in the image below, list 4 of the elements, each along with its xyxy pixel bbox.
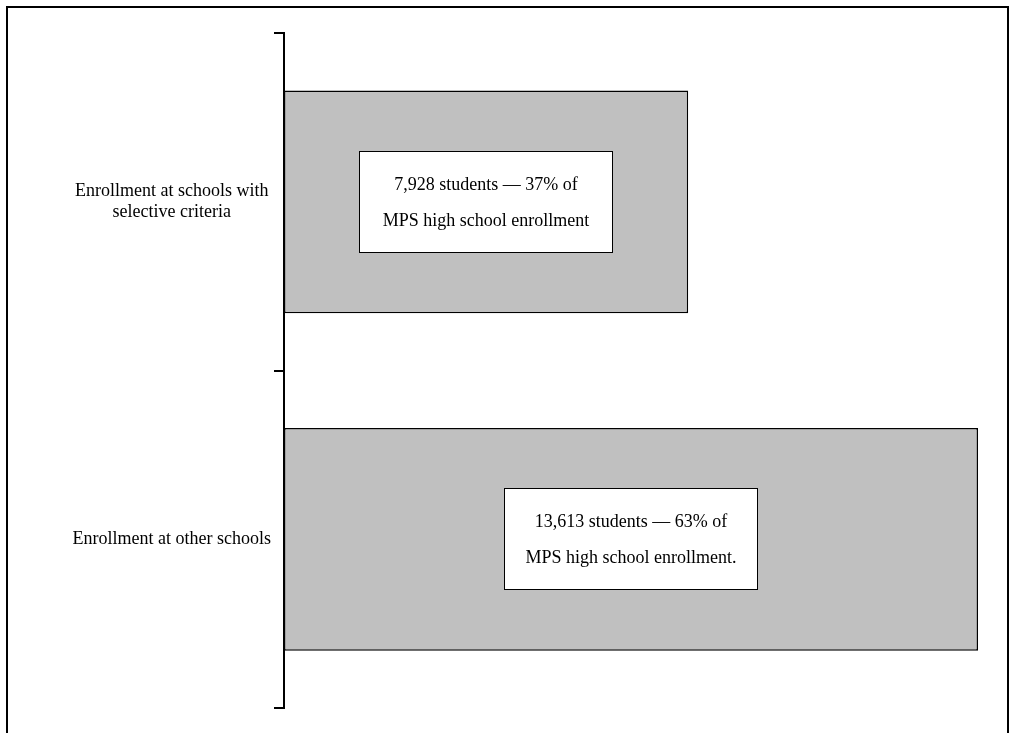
y-tick-label: Enrollment at schools with selective criteria xyxy=(75,179,269,222)
label-box: 13,613 students — 63% of MPS high school enrollment. xyxy=(504,488,758,591)
label-box: 7,928 students — 37% of MPS high school enrollment xyxy=(359,150,614,253)
y-tick-label: Enrollment at other schools xyxy=(72,527,272,548)
